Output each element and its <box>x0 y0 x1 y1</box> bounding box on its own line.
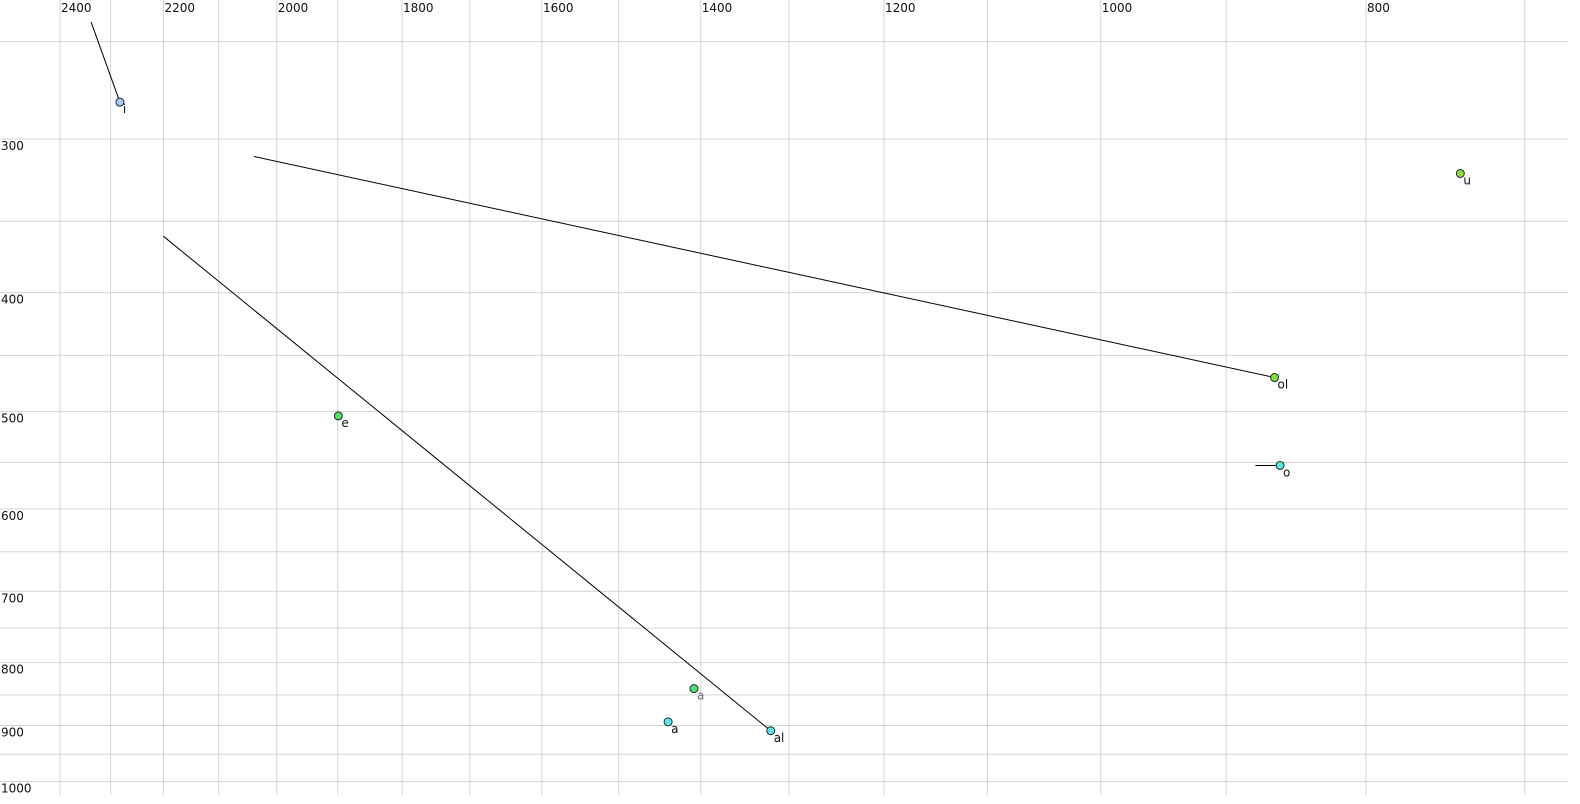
vowel-label: a <box>697 689 704 703</box>
vowel-point <box>1455 168 1465 178</box>
vowel-label: al <box>774 731 785 745</box>
tick-labels: 2400 2200 2000 1800 1600 1400 1200 1000 800 300 40… <box>1 1 1390 796</box>
trajectory-line <box>253 156 1275 379</box>
x-tick-label: 1400 <box>702 1 733 15</box>
vowel-label: e <box>341 416 348 430</box>
x-tick-label: 1600 <box>543 1 574 15</box>
vowel-point <box>689 684 699 694</box>
trajectory-line <box>163 235 772 732</box>
trails <box>90 21 1281 732</box>
y-tick-label: 500 <box>1 412 24 426</box>
data-points: i u ol o e a a al <box>115 97 1471 745</box>
vowel-point <box>115 97 125 107</box>
vowel-point <box>1275 460 1285 470</box>
vowel-label: ol <box>1278 378 1289 392</box>
x-tick-label: 800 <box>1367 1 1390 15</box>
y-tick-label: 600 <box>1 509 24 523</box>
vowel-point <box>1270 373 1280 383</box>
y-tick-label: 1000 <box>1 782 32 796</box>
y-tick-label: 400 <box>1 293 24 307</box>
y-tick-label: 700 <box>1 591 24 605</box>
vowel-label: o <box>1283 465 1290 479</box>
vowel-label: i <box>123 102 126 116</box>
trajectory-line <box>90 21 121 103</box>
vowel-label: a <box>671 722 678 736</box>
x-tick-label: 2200 <box>164 1 195 15</box>
x-tick-label: 1800 <box>403 1 434 15</box>
x-tick-label: 2400 <box>61 1 92 15</box>
vowel-point <box>766 726 776 736</box>
x-tick-label: 1000 <box>1102 1 1133 15</box>
vowel-label: u <box>1463 173 1471 187</box>
vowel-point <box>333 411 343 421</box>
y-tick-label: 800 <box>1 663 24 677</box>
x-tick-label: 1200 <box>885 1 916 15</box>
x-tick-label: 2000 <box>278 1 309 15</box>
vowel-point <box>663 717 673 727</box>
y-tick-label: 300 <box>1 139 24 153</box>
y-tick-label: 900 <box>1 725 24 739</box>
